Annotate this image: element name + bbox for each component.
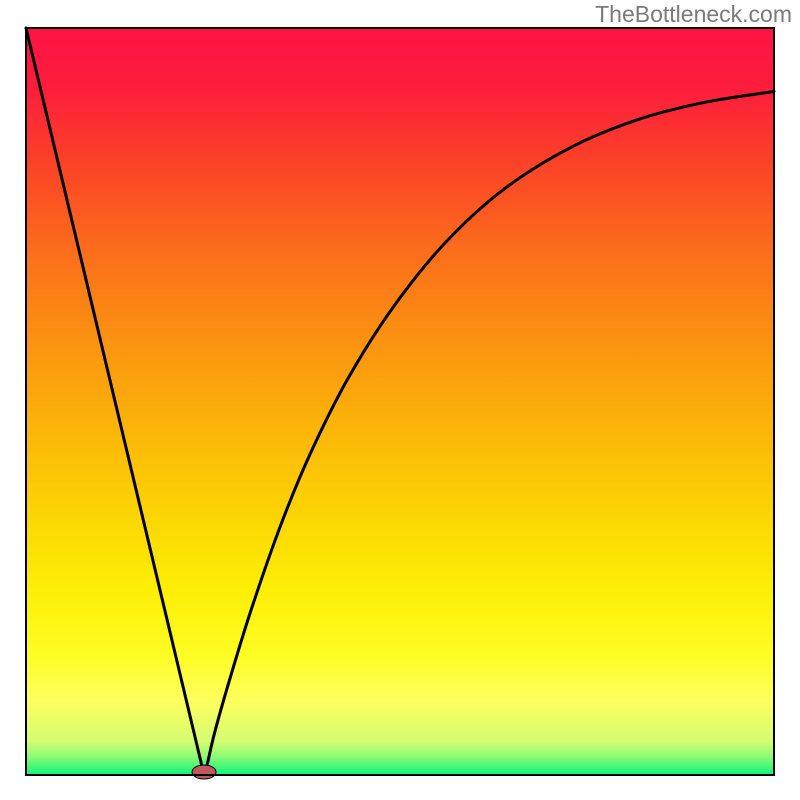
chart-svg [0, 0, 800, 800]
gradient-background [26, 28, 774, 775]
watermark-text: TheBottleneck.com [595, 1, 792, 28]
minimum-marker [192, 765, 216, 779]
chart-container: TheBottleneck.com [0, 0, 800, 800]
